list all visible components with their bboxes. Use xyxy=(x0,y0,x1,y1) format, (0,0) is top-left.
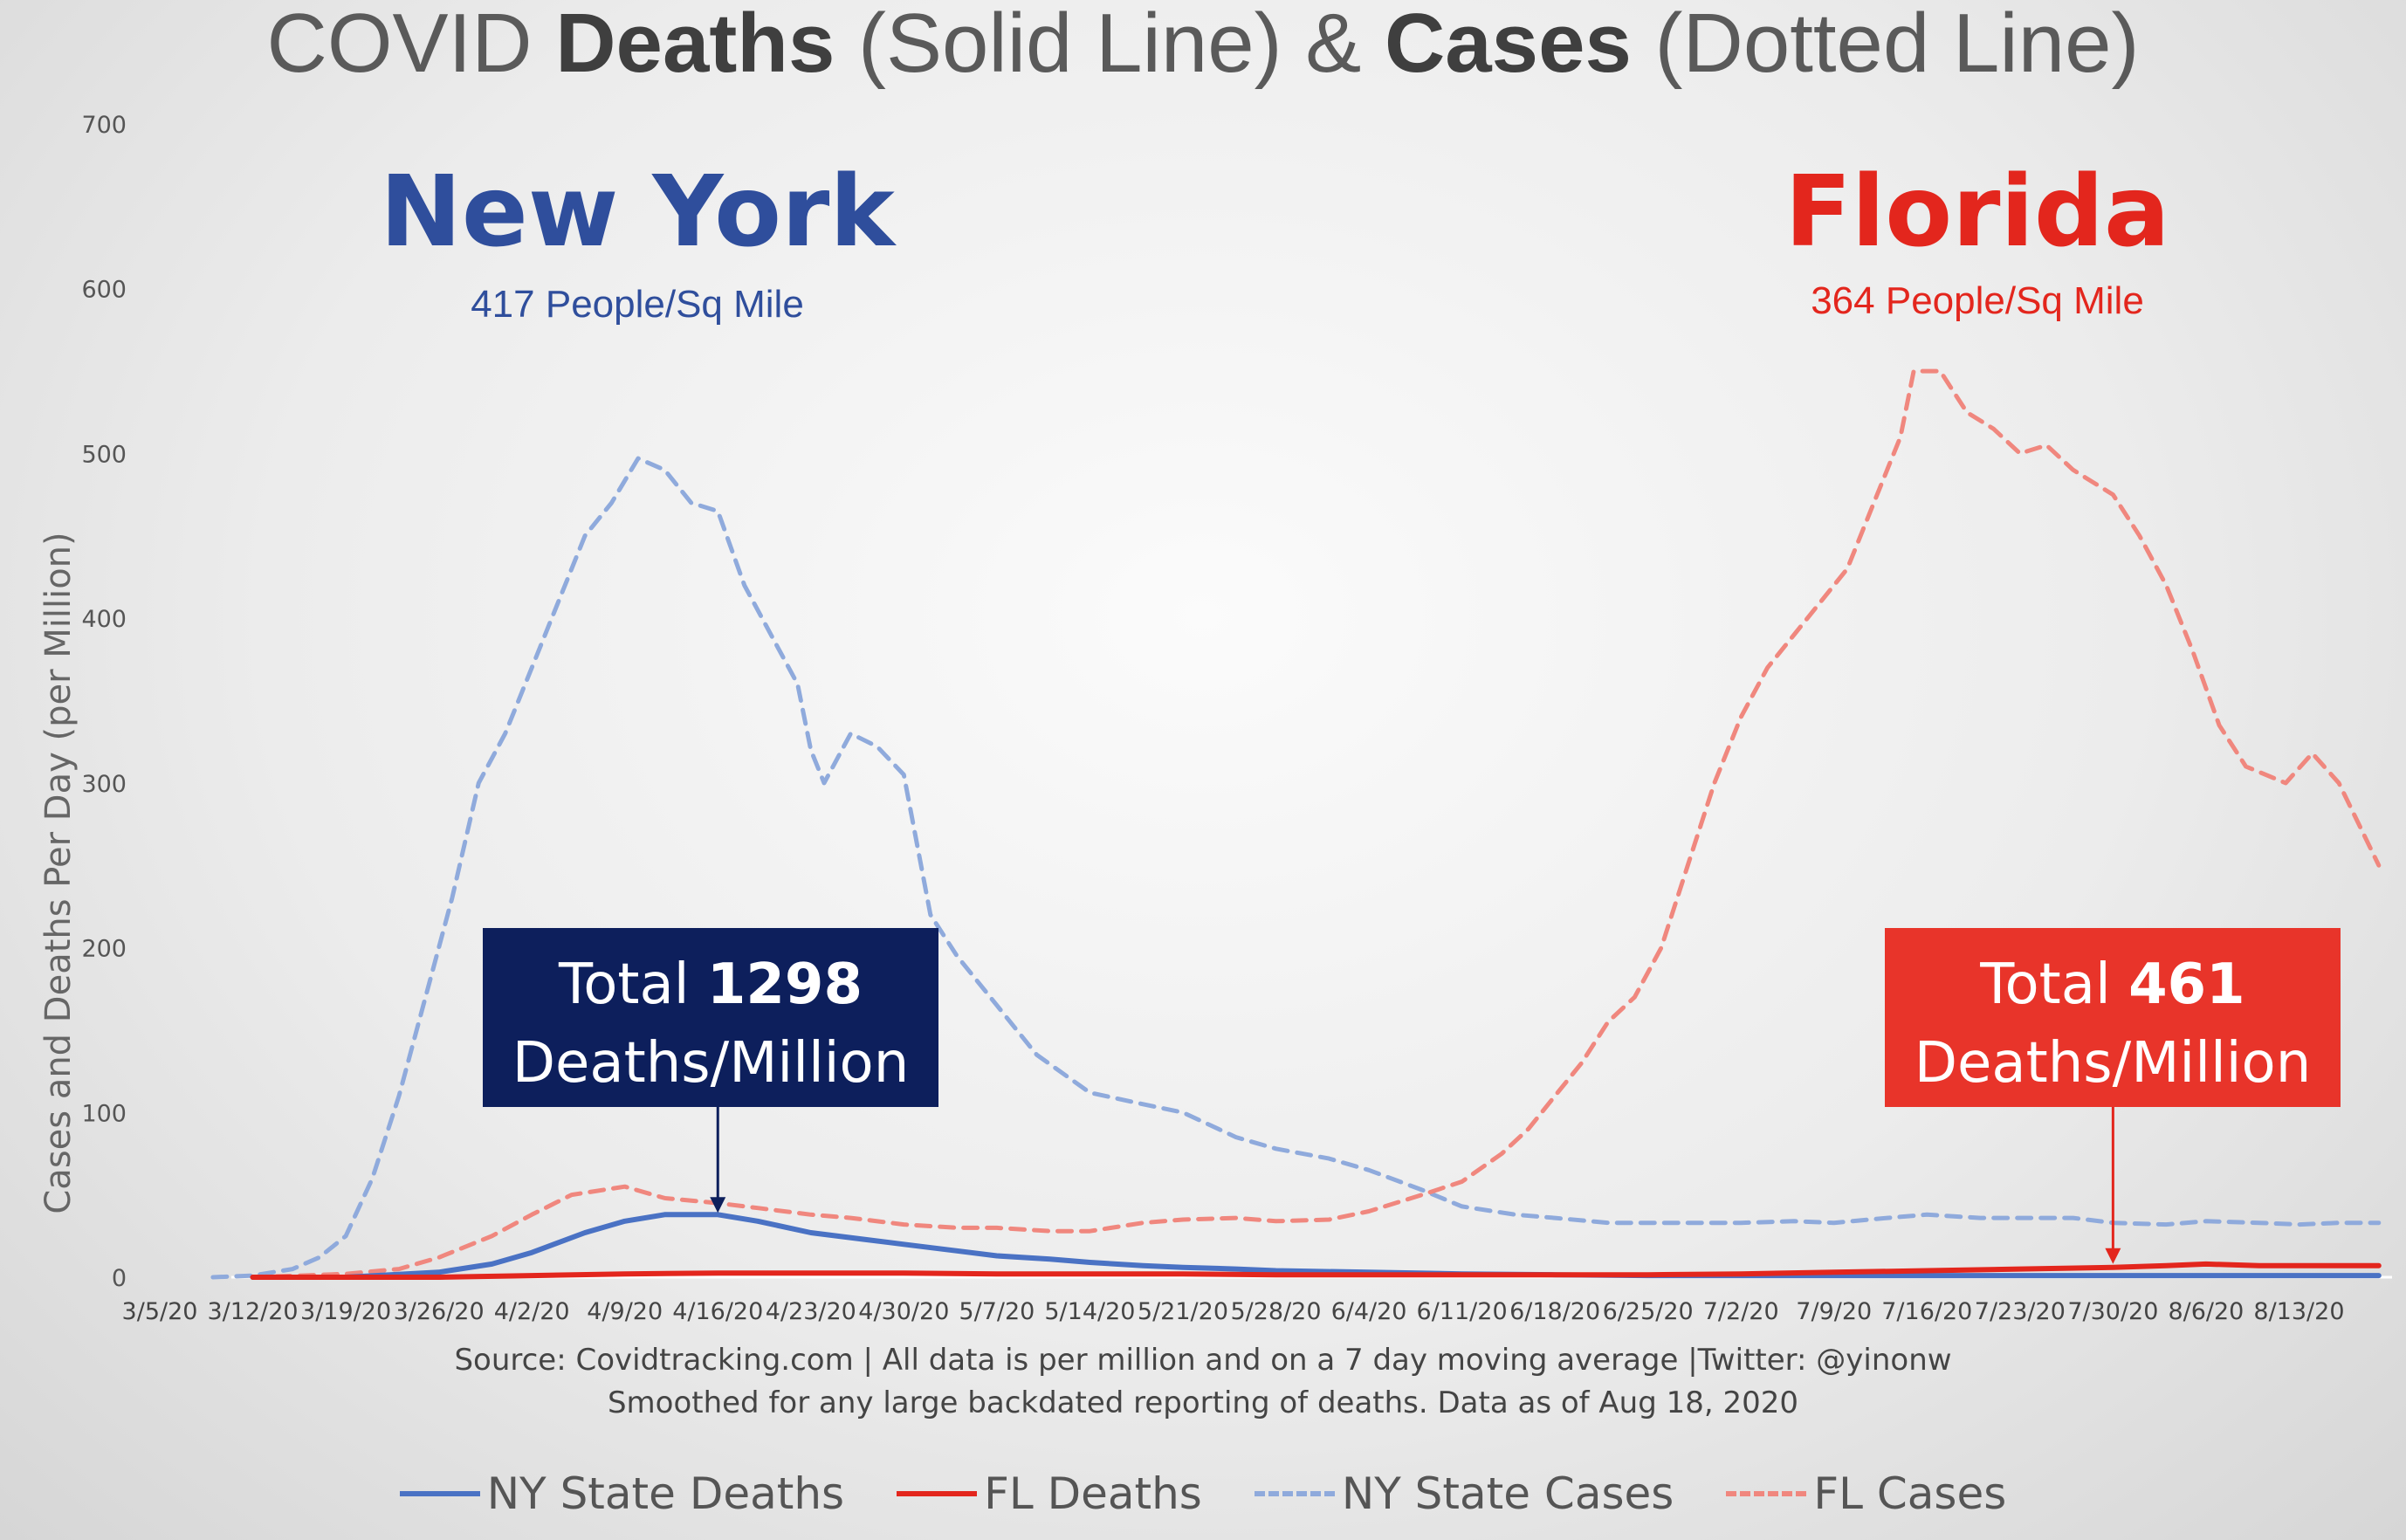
title-part: (Dotted Line) xyxy=(1631,0,2140,90)
legend-item: FL Deaths xyxy=(897,1468,1202,1519)
ny-state-name: New York xyxy=(380,155,895,269)
y-tick-label: 500 xyxy=(81,441,127,468)
x-tick-label: 7/30/20 xyxy=(2067,1298,2158,1325)
legend-label: NY State Cases xyxy=(1341,1468,1674,1519)
fl-total-value: 461 xyxy=(2128,952,2245,1017)
fl-total-line1: Total 461 xyxy=(1885,945,2341,1024)
x-tick-label: 6/25/20 xyxy=(1603,1298,1694,1325)
series-line-fl-cases xyxy=(251,368,2382,1280)
x-tick-label: 7/2/20 xyxy=(1703,1298,1779,1325)
fl-arrowhead xyxy=(2105,1248,2121,1264)
legend-item: NY State Cases xyxy=(1254,1468,1674,1519)
ny-total-prefix: Total xyxy=(559,952,707,1017)
x-tick-label: 8/6/20 xyxy=(2168,1298,2244,1325)
legend-swatch xyxy=(399,1491,480,1496)
y-tick-label: 600 xyxy=(81,277,127,304)
fl-density: 364 People/Sq Mile xyxy=(1811,279,2144,322)
x-tick-label: 4/16/20 xyxy=(672,1298,763,1325)
ny-total-value: 1298 xyxy=(706,952,863,1017)
x-tick-label: 3/26/20 xyxy=(394,1298,485,1325)
x-tick-label: 5/7/20 xyxy=(959,1298,1035,1325)
title-part: COVID xyxy=(266,0,556,90)
title-bold: Cases xyxy=(1384,0,1632,90)
source-line-2: Smoothed for any large backdated reporti… xyxy=(607,1385,1799,1420)
ny-total-line1: Total 1298 xyxy=(483,945,938,1024)
legend-swatch xyxy=(1254,1491,1335,1496)
legend-item: FL Cases xyxy=(1726,1468,2006,1519)
x-axis-ticks: 3/5/20 3/12/20 3/19/20 3/26/20 4/2/20 4/9/20 4… xyxy=(122,1298,2345,1325)
x-tick-label: 6/11/20 xyxy=(1417,1298,1508,1325)
legend: NY State Deaths FL Deaths NY State Cases FL… xyxy=(0,1468,2406,1519)
fl-total-suffix: Deaths/Million xyxy=(1914,1031,2312,1096)
x-tick-label: 7/23/20 xyxy=(1975,1298,2066,1325)
chart-title: COVID Deaths (Solid Line) & Cases (Dotte… xyxy=(0,0,2406,87)
legend-label: NY State Deaths xyxy=(486,1468,845,1519)
fl-total-prefix: Total xyxy=(1980,952,2129,1017)
x-tick-label: 8/13/20 xyxy=(2253,1298,2344,1325)
x-tick-label: 5/21/20 xyxy=(1138,1298,1228,1325)
legend-swatch xyxy=(1726,1491,1807,1496)
legend-swatch xyxy=(897,1491,978,1496)
legend-label: FL Deaths xyxy=(984,1468,1202,1519)
y-tick-label: 400 xyxy=(81,606,127,633)
x-tick-label: 7/16/20 xyxy=(1881,1298,1972,1325)
title-part: (Solid Line) & xyxy=(835,0,1385,90)
legend-item: NY State Deaths xyxy=(399,1468,845,1519)
y-tick-label: 200 xyxy=(81,936,127,963)
x-tick-label: 3/19/20 xyxy=(300,1298,391,1325)
x-tick-label: 6/18/20 xyxy=(1509,1298,1600,1325)
x-tick-label: 7/9/20 xyxy=(1796,1298,1872,1325)
legend-label: FL Cases xyxy=(1813,1468,2007,1519)
x-tick-label: 4/23/20 xyxy=(766,1298,856,1325)
x-tick-label: 4/30/20 xyxy=(858,1298,949,1325)
ny-arrowhead xyxy=(710,1197,726,1213)
y-tick-label: 100 xyxy=(81,1100,127,1127)
y-axis-label: Cases and Deaths Per Day (per Million) xyxy=(38,532,79,1213)
x-tick-label: 3/5/20 xyxy=(122,1298,198,1325)
y-tick-label: 300 xyxy=(81,771,127,798)
ny-total-suffix: Deaths/Million xyxy=(512,1031,910,1096)
x-tick-label: 4/2/20 xyxy=(494,1298,570,1325)
y-tick-label: 700 xyxy=(81,112,127,139)
fl-total-box: Total 461 Deaths/Million xyxy=(1885,928,2341,1107)
ny-total-box: Total 1298 Deaths/Million xyxy=(483,928,938,1107)
x-tick-label: 5/14/20 xyxy=(1044,1298,1135,1325)
y-tick-label: 0 xyxy=(112,1265,127,1292)
x-tick-label: 4/9/20 xyxy=(587,1298,663,1325)
ny-density: 417 People/Sq Mile xyxy=(471,283,804,326)
series-line-fl-deaths xyxy=(250,1261,2382,1280)
y-axis-ticks: 0 100 200 300 400 500 600 700 xyxy=(81,112,127,1292)
fl-state-name: Florida xyxy=(1784,155,2170,269)
series-line-ny-state-cases xyxy=(210,456,2382,1280)
x-tick-label: 6/4/20 xyxy=(1331,1298,1407,1325)
series-layer xyxy=(210,368,2382,1280)
x-tick-label: 3/12/20 xyxy=(207,1298,298,1325)
title-bold: Deaths xyxy=(555,0,835,90)
series-line-ny-state-deaths xyxy=(250,1212,2382,1280)
x-tick-label: 5/28/20 xyxy=(1230,1298,1321,1325)
source-line-1: Source: Covidtracking.com | All data is … xyxy=(454,1343,1952,1378)
